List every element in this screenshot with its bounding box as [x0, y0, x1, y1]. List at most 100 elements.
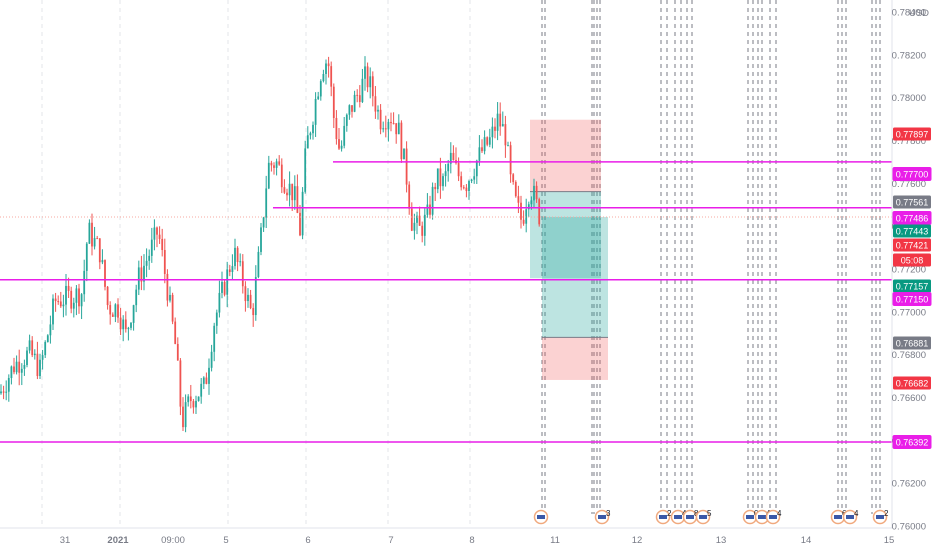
price-tag [893, 253, 931, 267]
candle-body [158, 234, 161, 239]
event-flag-icon [758, 515, 766, 519]
candle-body [509, 145, 512, 175]
candle-body [88, 222, 91, 244]
candle-body [364, 66, 366, 79]
candle-body [288, 183, 291, 196]
event-flag-icon [659, 515, 667, 519]
event-flag-icon [834, 515, 842, 519]
event-flag-icon [598, 515, 606, 519]
event-marker-count: 8 [694, 509, 699, 518]
candle-body [429, 204, 431, 215]
candle-body [462, 187, 465, 189]
candle-body [470, 179, 473, 182]
candle-body [72, 302, 75, 309]
candle-body [449, 152, 452, 164]
candle-body [473, 176, 476, 180]
candle-body [130, 322, 132, 328]
price-tag-label: 05:08 [901, 256, 924, 266]
candle-body [332, 86, 335, 118]
candle-body [293, 186, 296, 201]
candle-body [109, 305, 112, 315]
y-tick-label: 0.76200 [892, 479, 926, 490]
candle-body [439, 168, 442, 187]
candle-body [171, 294, 174, 322]
candle-body [145, 260, 148, 266]
candle-body [335, 117, 338, 140]
candle-body [538, 199, 541, 225]
candle-body [262, 217, 265, 228]
candle-body [426, 204, 429, 215]
candle-body [408, 184, 411, 209]
event-flag-icon [674, 515, 682, 519]
candle-body [111, 314, 114, 317]
candle-body [231, 266, 234, 273]
candle-body [421, 225, 424, 236]
candle-body [488, 137, 491, 145]
candle-body [236, 247, 239, 263]
candle-body [275, 161, 278, 168]
x-tick-label: 2021 [107, 535, 129, 546]
candle-body [49, 324, 52, 336]
candle-body [15, 361, 18, 373]
candle-body [91, 222, 93, 247]
candle-body [169, 294, 171, 301]
candle-body [33, 353, 36, 356]
candle-body [96, 238, 99, 240]
position-1-stop-zone[interactable] [530, 119, 601, 192]
candle-body [413, 222, 416, 231]
candle-body [348, 105, 351, 115]
candle-body [184, 402, 187, 428]
candle-body [442, 176, 444, 187]
candle-body [127, 327, 130, 330]
candle-body [59, 301, 62, 307]
price-tag [893, 279, 931, 293]
x-tick-label: 15 [884, 535, 895, 546]
candle-body [182, 406, 184, 428]
candle-body [195, 400, 197, 408]
position-2-stop-zone[interactable] [542, 337, 608, 380]
candle-body [447, 163, 450, 172]
position-2-target-zone[interactable] [542, 216, 608, 338]
candle-body [78, 288, 80, 307]
candle-body [20, 368, 23, 373]
position-1-target-zone[interactable] [530, 191, 601, 279]
candle-body [65, 285, 67, 305]
candle-body [527, 204, 530, 210]
event-flag-icon [686, 515, 694, 519]
candle-body [249, 294, 252, 309]
y-tick-label: 0.78400 [892, 8, 926, 19]
candle-body [507, 145, 509, 147]
price-axis[interactable] [892, 0, 932, 550]
candle-body [247, 294, 249, 302]
y-tick-label: 0.76600 [892, 393, 926, 404]
candle-body [533, 185, 535, 201]
candle-body [150, 239, 153, 256]
candle-body [205, 377, 208, 384]
event-marker-count: 2 [884, 509, 889, 518]
price-tag-label: 0.76881 [896, 339, 929, 349]
candle-body [239, 261, 242, 263]
candle-body [512, 174, 515, 182]
candle-body [491, 126, 494, 138]
candle-body [475, 160, 478, 177]
candle-body [161, 238, 164, 250]
candle-body [41, 355, 44, 360]
candle-body [10, 366, 13, 379]
event-marker-count: 4 [854, 509, 859, 518]
candle-body [148, 255, 151, 261]
candle-body [260, 227, 262, 252]
candle-body [2, 391, 5, 393]
candle-body [395, 123, 398, 135]
candle-body [520, 202, 522, 220]
candle-body [187, 396, 190, 403]
candle-body [26, 350, 28, 366]
candle-body [465, 187, 468, 192]
candle-body [270, 162, 273, 166]
price-tag-label: 0.77700 [896, 170, 929, 180]
candle-body [221, 281, 223, 293]
event-marker-count: 3 [606, 509, 611, 518]
candle-body [31, 340, 34, 356]
candle-body [317, 96, 320, 99]
